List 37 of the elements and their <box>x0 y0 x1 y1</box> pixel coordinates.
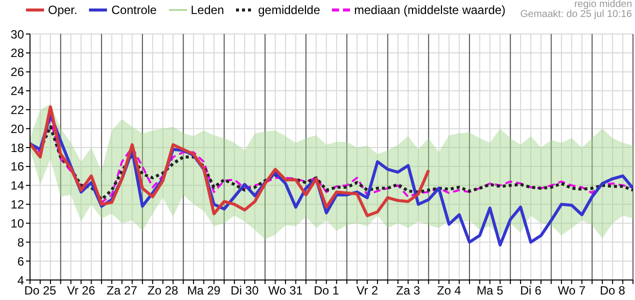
y-tick-label: 26 <box>10 65 24 80</box>
x-tick-label: Wo 31 <box>268 284 304 298</box>
x-tick-label: Ma 29 <box>187 284 221 298</box>
x-tick-label: Do 25 <box>24 284 57 298</box>
x-tick-label: Di 30 <box>230 284 259 298</box>
y-tick-label: 16 <box>10 160 24 174</box>
x-tick-label: Wo 7 <box>558 284 586 298</box>
legend-label: Controle <box>111 3 157 17</box>
x-tick-label: Vr 26 <box>66 284 96 298</box>
x-tick-label: Di 6 <box>520 284 542 298</box>
y-tick-label: 18 <box>10 140 24 155</box>
y-tick-label: 22 <box>10 102 24 117</box>
y-tick-label: 12 <box>10 198 24 212</box>
y-tick-label: 6 <box>17 254 24 268</box>
y-tick-label: 14 <box>10 178 24 193</box>
legend-label: mediaan (middelste waarde) <box>354 3 506 17</box>
y-tick-label: 8 <box>17 235 24 250</box>
legend-label: Oper. <box>48 3 78 17</box>
x-tick-label: Vr 2 <box>356 284 378 298</box>
y-tick-label: 10 <box>10 216 24 230</box>
x-tick-label: Do 1 <box>314 284 340 298</box>
y-tick-label: 24 <box>10 84 24 98</box>
text: regio midden <box>574 0 632 10</box>
text: Gemaakt: do 25 jul 10:16 <box>520 9 632 20</box>
x-tick-label: Zo 28 <box>148 284 179 298</box>
y-tick-label: 30 <box>10 27 24 42</box>
line-series <box>30 105 430 218</box>
y-tick-label: 4 <box>17 273 24 288</box>
y-tick-label: 28 <box>10 46 24 60</box>
x-tick-label: Ma 5 <box>476 284 504 298</box>
x-tick-label: Zo 4 <box>437 284 462 298</box>
x-tick-label: Za 27 <box>106 284 138 298</box>
x-tick-label: Do 8 <box>600 284 626 298</box>
legend-label: Leden <box>190 3 224 17</box>
x-tick-label: Za 3 <box>396 284 420 298</box>
legend-label: gemiddelde <box>258 3 320 17</box>
y-tick-label: 20 <box>10 122 24 136</box>
